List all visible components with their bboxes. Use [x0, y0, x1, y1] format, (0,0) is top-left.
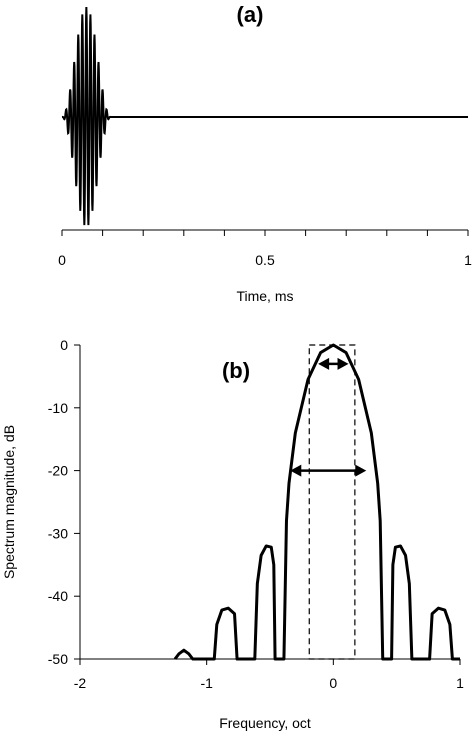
x-tick-label: -1 — [200, 675, 213, 691]
y-axis-title: Spectrum magnitude, dB — [1, 425, 17, 579]
x-axis-ticks: -2 -1 0 1 — [74, 659, 464, 691]
y-tick-label: -30 — [48, 525, 68, 541]
y-tick-label: 0 — [60, 337, 68, 353]
double-arrow — [318, 357, 349, 370]
double-arrow — [290, 464, 367, 477]
bandwidth-arrows — [290, 357, 367, 477]
panel-a-label: (a) — [237, 2, 264, 27]
y-tick-label: -50 — [48, 651, 68, 667]
x-tick-label: 1 — [464, 252, 472, 268]
y-tick-label: -10 — [48, 400, 68, 416]
y-tick-label: -40 — [48, 588, 68, 604]
x-tick-label: 0 — [58, 252, 66, 268]
x-tick-label: 1 — [456, 675, 464, 691]
spectrum-line — [173, 343, 460, 661]
x-axis-title: Frequency, oct — [219, 715, 311, 731]
waveform-line — [61, 6, 468, 226]
x-axis-ticks: 0 0.5 1 — [58, 230, 472, 268]
x-axis-title: Time, ms — [236, 288, 293, 304]
panel-b-spectrum-chart: (b) 0-10-20-30-40-50 -2 -1 0 1 Frequency, o… — [1, 337, 464, 731]
y-axis-ticks: 0 -10 -20 -30 -40 -50 — [48, 337, 80, 667]
dashed-bandwidth-rectangle — [308, 344, 356, 660]
x-tick-label: 0.5 — [255, 252, 275, 268]
x-tick-label: -2 — [74, 675, 87, 691]
panel-a-waveform-chart: (a) 0 0.5 1 Time, ms — [58, 2, 472, 304]
y-tick-label: -20 — [48, 463, 68, 479]
x-tick-label: 0 — [329, 675, 337, 691]
panel-b-label: (b) — [222, 358, 250, 383]
